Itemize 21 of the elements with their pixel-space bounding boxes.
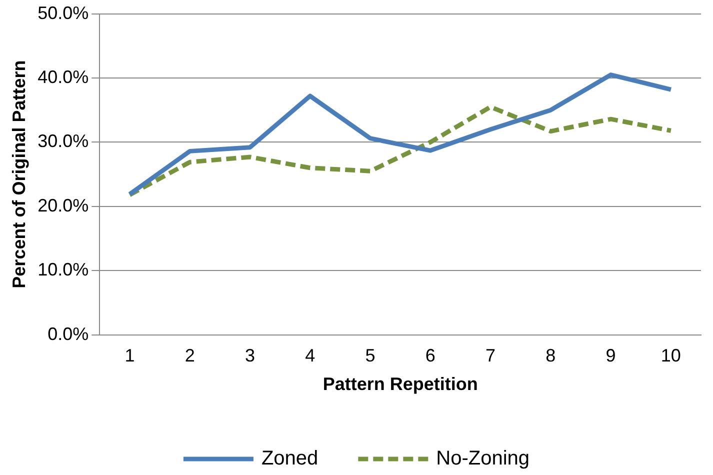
- y-tick-label: 0.0%: [48, 324, 89, 344]
- x-tick-label: 2: [184, 346, 195, 366]
- y-tick-label: 30.0%: [38, 131, 89, 152]
- x-tick-label: 6: [425, 346, 436, 366]
- legend-label: Zoned: [261, 448, 318, 470]
- x-tick-label: 5: [365, 346, 376, 366]
- x-tick-label: 9: [606, 346, 616, 366]
- x-tick-label: 10: [660, 346, 681, 366]
- y-tick-label: 20.0%: [38, 195, 89, 216]
- x-tick-label: 7: [486, 346, 496, 366]
- line-series: [127, 104, 674, 198]
- legend-label: No-Zoning: [436, 448, 530, 470]
- y-tick-label: 10.0%: [38, 260, 89, 280]
- x-tick-label: 3: [244, 346, 255, 366]
- x-tick-label: 1: [124, 346, 135, 366]
- y-tick-label: 50.0%: [38, 2, 89, 23]
- x-axis-title: Pattern Repetition: [322, 374, 478, 394]
- x-tick-label: 4: [305, 346, 316, 366]
- y-axis-title: Percent of Original Pattern: [8, 60, 29, 288]
- y-tick-label: 40.0%: [38, 66, 89, 87]
- x-tick-label: 8: [546, 346, 556, 366]
